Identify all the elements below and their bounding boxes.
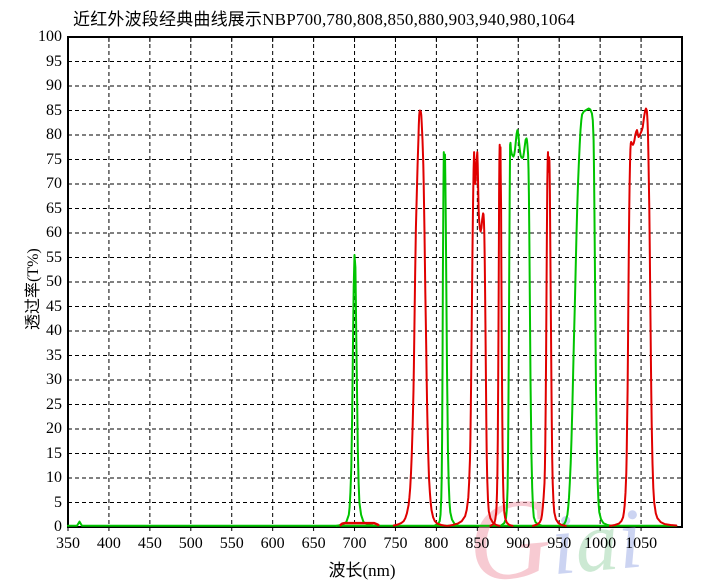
curve-NBP700 <box>335 254 374 527</box>
curve-NBP808 <box>433 151 459 527</box>
curve-NBP850 <box>446 151 501 527</box>
curve-NBP980 <box>559 107 613 527</box>
curve-NBP940 <box>532 151 567 527</box>
curve-NBP903 <box>500 129 543 527</box>
curve-NBP780 <box>392 109 448 527</box>
curve-NBP1064 <box>609 107 678 527</box>
curve-NBP880 <box>489 143 514 527</box>
curve-green-baseline <box>67 520 678 527</box>
curve-red-blocking-700 <box>339 521 380 527</box>
chart-title: 近红外波段经典曲线展示NBP700,780,808,850,880,903,94… <box>73 10 576 29</box>
plot-border <box>67 36 683 528</box>
